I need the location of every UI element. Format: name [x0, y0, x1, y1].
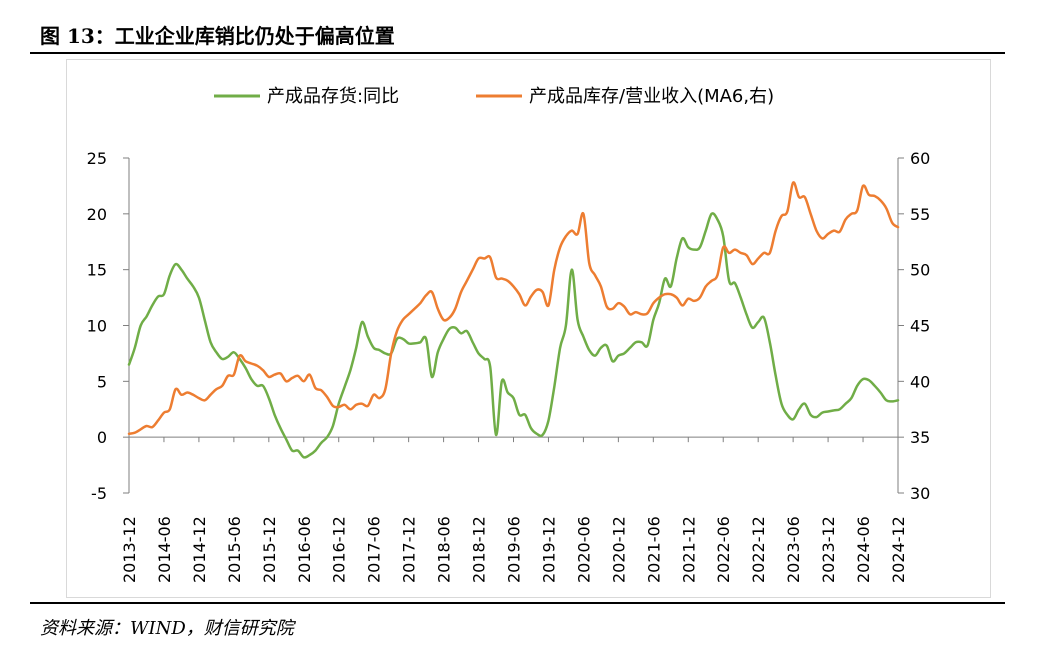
left-axis-tick-label: 25 [87, 149, 107, 168]
x-axis-tick-label: 2023-06 [784, 516, 803, 583]
x-axis-tick-label: 2013-12 [120, 516, 139, 583]
x-axis-tick-label: 2014-06 [155, 516, 174, 583]
figure-title: 图 13：工业企业库销比仍处于偏高位置 [40, 24, 395, 48]
series-line-inventory-yoy [127, 212, 900, 459]
x-axis-tick-label: 2021-12 [679, 516, 698, 583]
left-axis-tick-label: -5 [91, 484, 107, 503]
left-axis-tick-label: 5 [97, 372, 107, 391]
x-axis-tick-label: 2020-06 [574, 516, 593, 583]
x-axis-tick-label: 2018-06 [435, 516, 454, 583]
bottom-rule [30, 602, 1005, 604]
left-axis-tick-label: 10 [87, 317, 107, 336]
right-axis-tick-label: 35 [910, 428, 930, 447]
x-axis-tick-label: 2014-12 [190, 516, 209, 583]
x-axis-tick-label: 2019-06 [505, 516, 524, 583]
left-axis-tick-label: 0 [97, 428, 107, 447]
legend-label: 产成品库存/营业收入(MA6,右) [529, 86, 774, 107]
x-axis-tick-label: 2020-12 [609, 516, 628, 583]
right-axis-tick-label: 40 [910, 372, 930, 391]
x-axis-tick-label: 2022-06 [714, 516, 733, 583]
x-axis-tick-label: 2022-12 [749, 516, 768, 583]
right-axis-tick-label: 60 [910, 149, 930, 168]
axes: -5 0 5 10 15 20 25 30 35 40 45 50 55 60 2013-12 2014-06… [87, 149, 931, 583]
x-axis-tick-label: 2023-12 [819, 516, 838, 583]
left-axis-tick-label: 20 [87, 205, 107, 224]
x-axis-tick-label: 2016-06 [295, 516, 314, 583]
x-axis-tick-label: 2017-12 [400, 516, 419, 583]
right-axis-tick-label: 50 [910, 261, 930, 280]
x-axis-tick-label: 2016-12 [330, 516, 349, 583]
right-axis-tick-label: 30 [910, 484, 930, 503]
chart-frame [66, 59, 991, 598]
right-axis-tick-label: 45 [910, 317, 930, 336]
x-axis-tick-label: 2015-06 [225, 516, 244, 583]
legend-label: 产成品存货:同比 [267, 86, 399, 107]
left-axis-tick-label: 15 [87, 261, 107, 280]
x-axis-tick-label: 2024-06 [854, 516, 873, 583]
x-axis-tick-label: 2017-06 [365, 516, 384, 583]
series-line-inventory-revenue-ratio [127, 181, 900, 436]
legend: 产成品存货:同比 产成品库存/营业收入(MA6,右) [214, 86, 774, 107]
series-lines [127, 181, 900, 459]
x-axis-tick-label: 2015-12 [260, 516, 279, 583]
right-axis-tick-label: 55 [910, 205, 930, 224]
top-rule [30, 52, 1005, 54]
source-note: 资料来源：WIND，财信研究院 [40, 618, 294, 639]
x-axis-tick-label: 2021-06 [644, 516, 663, 583]
x-axis-tick-label: 2024-12 [889, 516, 908, 583]
x-axis-tick-label: 2018-12 [470, 516, 489, 583]
x-axis-tick-label: 2019-12 [539, 516, 558, 583]
